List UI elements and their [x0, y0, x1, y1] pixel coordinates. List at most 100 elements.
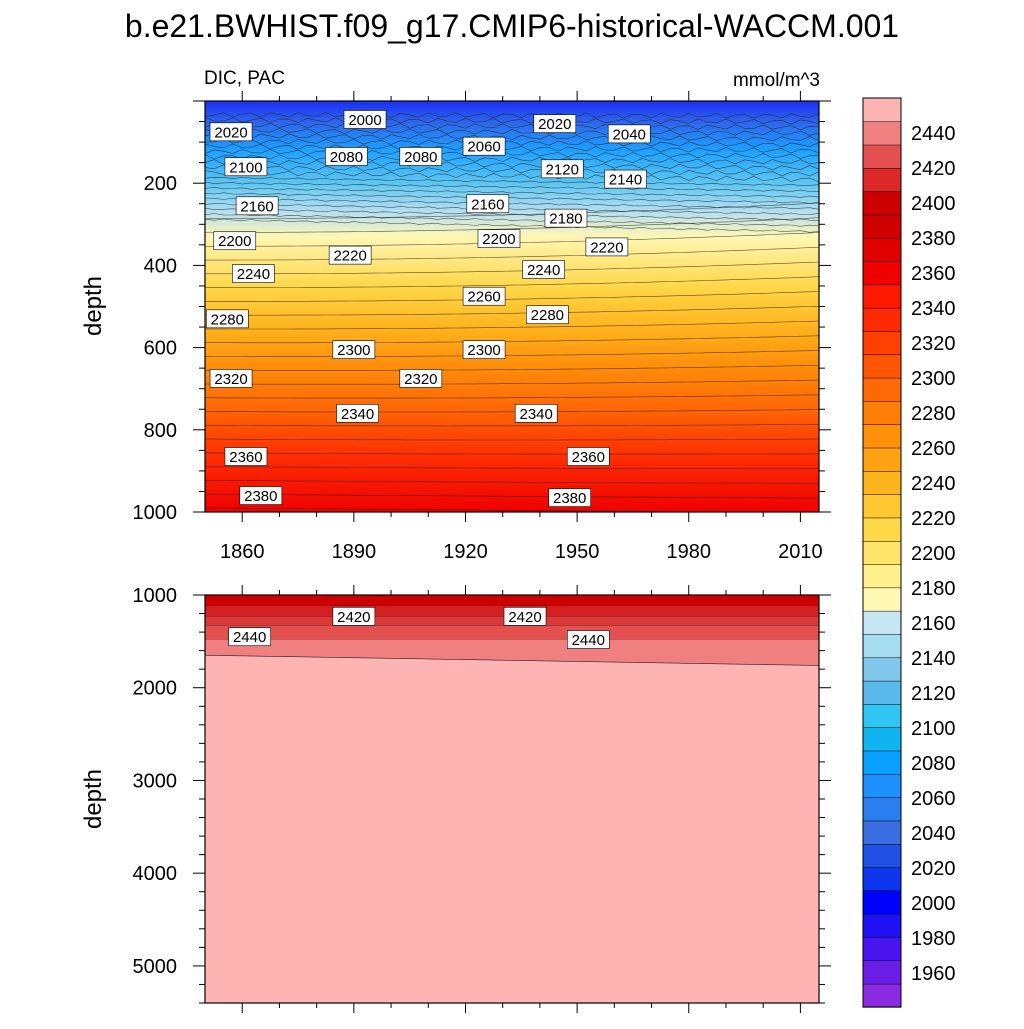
contour-line [204, 149, 820, 159]
colorbar-swatch [862, 470, 902, 495]
y-tick-label: 400 [144, 255, 177, 277]
colorbar-tick-label: 2260 [911, 438, 956, 460]
contour-label-box [332, 607, 376, 626]
contour-label-box [235, 196, 279, 216]
colorbar-tick-label: 2240 [911, 473, 956, 495]
contour-label-box [544, 208, 588, 228]
colorbar-tick-label: 2020 [911, 858, 956, 880]
x-tick-label: 1980 [667, 541, 712, 563]
colorbar-swatch [862, 657, 902, 682]
contour-label: 2340 [520, 406, 553, 423]
contour-line [204, 127, 820, 136]
colorbar-swatch [862, 703, 902, 728]
contour-label-box [585, 237, 629, 257]
contour-line [204, 169, 820, 183]
contour-label: 2320 [404, 371, 437, 388]
contour-label: 2220 [590, 239, 623, 256]
upper-contour-labels: 2000 2020 2020 2040 2060 2080 2080 2100 2120 2140… [206, 110, 651, 507]
contour-label-box [566, 630, 610, 649]
contour-line [205, 379, 820, 385]
contour-label-box [209, 122, 253, 142]
y-tick-label: 200 [144, 173, 177, 195]
contour-label-box [548, 488, 591, 507]
contour-label: 2140 [609, 172, 642, 189]
colorbar-tick-label: 2220 [911, 508, 956, 530]
contour-label: 2240 [527, 262, 560, 279]
contour-line [204, 507, 661, 512]
colorbar-swatch [862, 307, 902, 332]
colorbar-tick-label: 2040 [911, 823, 956, 845]
contour-line [204, 159, 820, 171]
colorbar-swatch [862, 493, 902, 519]
contour-label-box [462, 136, 506, 156]
units-label: mmol/m^3 [733, 70, 820, 91]
colorbar-swatch [862, 447, 902, 472]
contour-line [204, 133, 820, 142]
contour-line [205, 261, 820, 275]
colorbar-swatch [862, 260, 902, 286]
contour-label: 2060 [467, 139, 500, 156]
contour-label-box [399, 369, 443, 388]
contour-line [204, 306, 820, 316]
colorbar-swatch [862, 773, 902, 798]
colorbar-swatch [862, 820, 902, 845]
colorbar-swatch [862, 284, 902, 309]
contour-label-box [213, 231, 257, 251]
colorbar-tick-label: 2320 [911, 333, 956, 355]
contour-line [204, 181, 820, 192]
contour-label: 2440 [233, 629, 266, 646]
contour-line [205, 320, 820, 330]
contour-label-box [503, 607, 547, 626]
contour-line [204, 452, 819, 455]
upper-panel: 2000 2020 2020 2040 2060 2080 2080 2100 2120 2140… [80, 91, 831, 563]
x-tick-label: 1950 [555, 541, 600, 563]
contour-line [205, 480, 819, 484]
contour-label-box [462, 286, 506, 306]
contour-label: 2180 [549, 211, 582, 228]
contour-label: 2200 [482, 231, 515, 248]
colorbar-tick-label: 2180 [911, 578, 956, 600]
colorbar-swatch [862, 121, 902, 146]
contour-label: 2160 [240, 198, 273, 215]
upper-plot-fill [205, 101, 819, 512]
contour-line [204, 213, 820, 227]
contour-label-box [566, 447, 610, 466]
contour-band [205, 625, 819, 640]
colorbar-swatch [862, 354, 902, 379]
x-tick-label: 1890 [332, 541, 377, 563]
colorbar-swatch [862, 424, 902, 449]
lower-y-axis-title: depth [80, 769, 107, 829]
colorbar-swatch [862, 796, 902, 822]
lower-axes: 1000 2000 3000 4000 5000 [133, 585, 831, 1013]
contour-line [205, 424, 820, 427]
contour-label: 2320 [214, 371, 247, 388]
y-tick-label: 2000 [133, 678, 178, 700]
contour-label: 2200 [218, 233, 251, 250]
contour-label: 2360 [229, 449, 262, 466]
contour-label: 2420 [337, 609, 370, 626]
colorbar-tick-label: 2120 [911, 683, 956, 705]
colorbar-swatch [862, 400, 902, 425]
contour-label-box [224, 157, 268, 177]
contour-label-box [209, 369, 253, 388]
contour-label-box [224, 447, 268, 466]
x-tick-label: 2010 [778, 541, 823, 563]
upper-axes: 1860 1890 1920 1950 1980 2010 200 400 600 800 1000 [133, 91, 831, 563]
colorbar-tick-label: 2060 [911, 788, 956, 810]
contour-label: 2080 [330, 149, 363, 166]
colorbar-tick-label: 2420 [911, 158, 956, 180]
colorbar-tick-label: 2080 [911, 753, 956, 775]
colorbar-swatch [862, 330, 902, 356]
colorbar-tick-label: 2340 [911, 298, 956, 320]
contour-line [205, 246, 820, 261]
contour-label: 2020 [214, 124, 247, 141]
contour-label-box [522, 260, 565, 279]
contour-label: 2120 [546, 161, 579, 178]
colorbar-tick-label: 2100 [911, 718, 956, 740]
contour-line [204, 112, 820, 119]
contour-line [204, 654, 820, 666]
contour-label-box [336, 404, 379, 423]
contour-label: 2040 [613, 126, 646, 143]
colorbar-swatch [862, 610, 902, 635]
contour-line [204, 192, 820, 204]
